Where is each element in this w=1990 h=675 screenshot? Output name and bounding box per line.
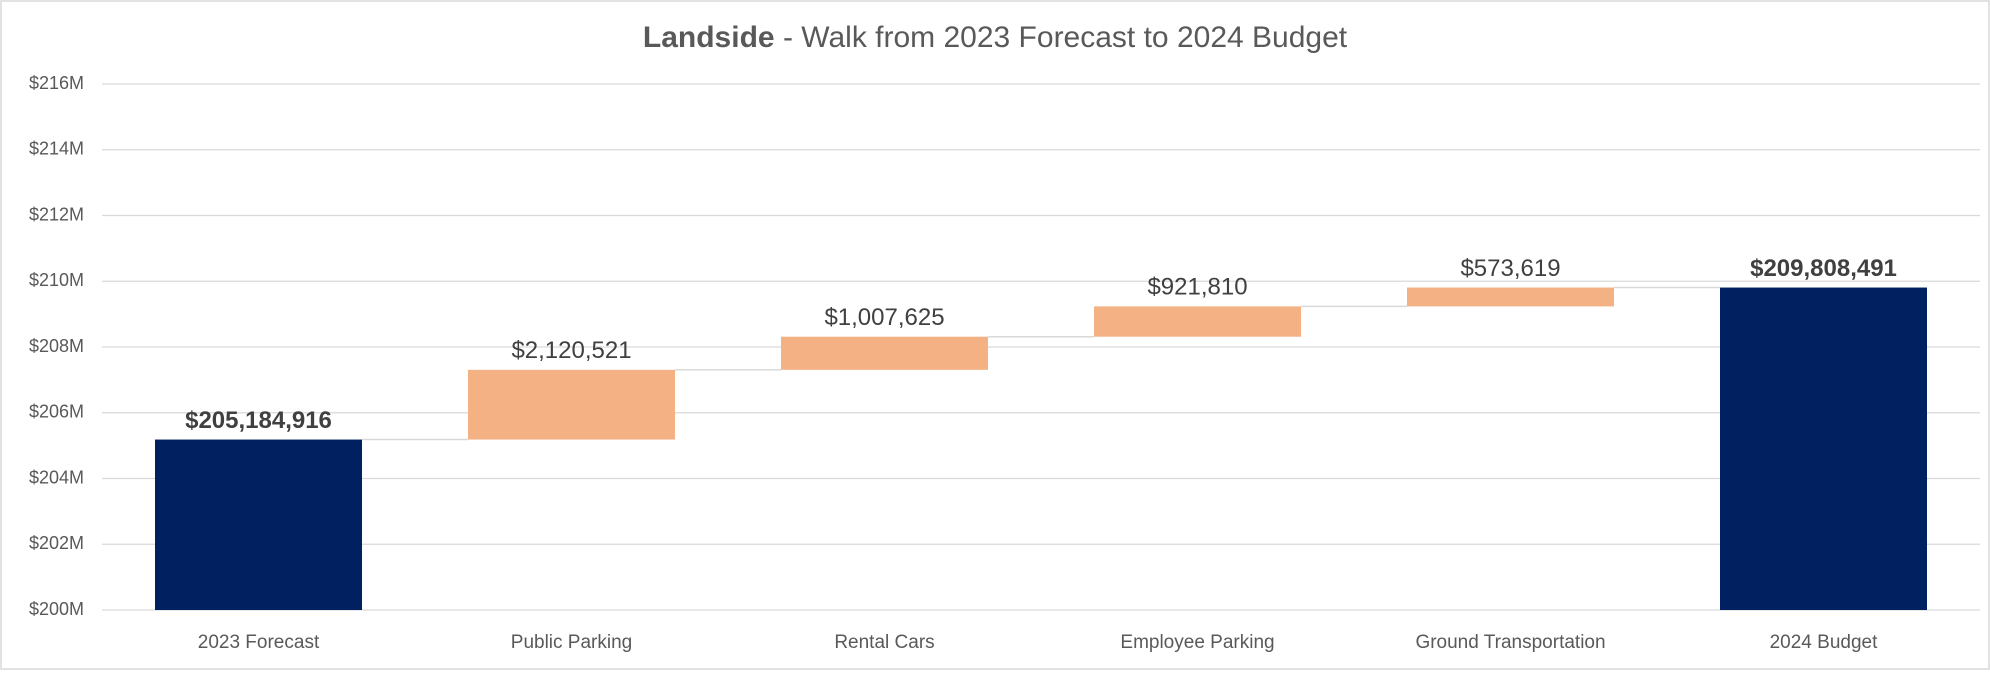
bar xyxy=(1094,306,1301,337)
bar xyxy=(781,336,988,370)
chart-title: Landside - Walk from 2023 Forecast to 20… xyxy=(643,21,1348,54)
y-tick-label: $208M xyxy=(29,336,84,356)
y-tick-label: $200M xyxy=(29,599,84,619)
y-tick-label: $212M xyxy=(29,204,84,224)
data-label: $209,808,491 xyxy=(1750,255,1897,282)
y-tick-label: $204M xyxy=(29,467,84,487)
y-tick-label: $214M xyxy=(29,139,84,159)
y-tick-label: $202M xyxy=(29,533,84,553)
bar xyxy=(155,439,362,610)
data-label: $573,619 xyxy=(1460,255,1560,282)
data-label: $1,007,625 xyxy=(824,304,944,331)
title-rest: - Walk from 2023 Forecast to 2024 Budget xyxy=(783,21,1348,54)
y-tick-label: $206M xyxy=(29,402,84,422)
bar xyxy=(468,369,675,440)
x-tick-label: 2024 Budget xyxy=(1770,632,1878,653)
x-tick-label: Ground Transportation xyxy=(1415,632,1605,653)
data-label: $205,184,916 xyxy=(185,407,332,434)
data-label: $2,120,521 xyxy=(511,337,631,364)
title-bold: Landside xyxy=(643,21,775,54)
bar xyxy=(1720,287,1927,610)
x-tick-label: Employee Parking xyxy=(1120,632,1274,653)
x-tick-label: Public Parking xyxy=(511,632,632,653)
x-tick-label: 2023 Forecast xyxy=(198,632,320,653)
data-label: $921,810 xyxy=(1147,274,1247,301)
y-tick-label: $216M xyxy=(29,73,84,93)
x-tick-label: Rental Cars xyxy=(834,632,934,653)
y-tick-label: $210M xyxy=(29,270,84,290)
bar xyxy=(1407,287,1614,307)
